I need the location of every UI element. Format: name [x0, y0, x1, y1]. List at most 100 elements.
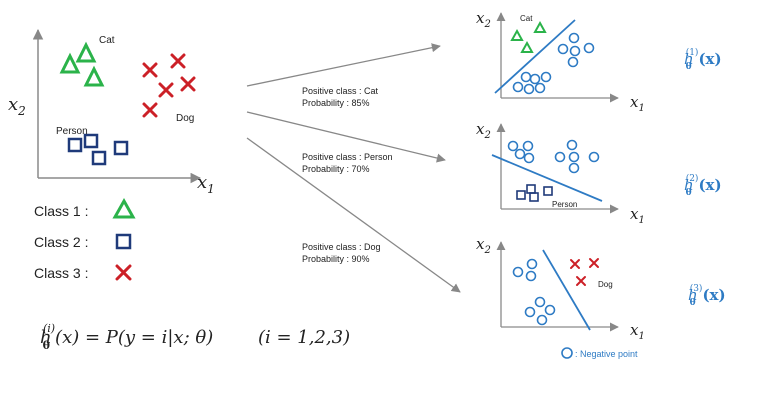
formula-range: (i = 1,2,3) [258, 327, 350, 348]
legend-class1-label: Class 1 : [34, 203, 88, 219]
main-dog-points [142, 53, 196, 118]
arrow-person-line2: Probability : 70% [302, 164, 370, 174]
panel1-hypothesis: hθ(1)(x) [684, 47, 722, 72]
formula-main: hθ(i)(x) = P(y = i|x; θ) [40, 322, 213, 352]
negative-circle-icon [514, 148, 526, 160]
negative-circle-icon [544, 304, 556, 316]
arrow-cat-line1: Positive class : Cat [302, 86, 379, 96]
negative-circle-icon [507, 140, 519, 152]
arrow-dog-line2: Probability : 90% [302, 254, 370, 264]
negative-circle-icon [522, 140, 534, 152]
dog-cross-icon [142, 102, 158, 118]
panel2-x-label: x1 [630, 205, 645, 226]
panel3-hypothesis: hθ(3)(x) [688, 283, 726, 308]
panel2-hypothesis: hθ(2)(x) [684, 173, 722, 198]
main-dog-label: Dog [176, 113, 194, 124]
negative-circle-icon [561, 347, 573, 359]
arrow-cat-line2: Probability : 85% [302, 98, 370, 108]
legend-triangle-icon [112, 197, 136, 219]
negative-circle-icon [525, 270, 537, 282]
panel3-class-label: Dog [598, 280, 613, 289]
panel1-y-label: x2 [476, 9, 491, 30]
cat-triangle-icon [59, 52, 81, 74]
cat-triangle-icon [510, 28, 524, 41]
negative-circle-icon [588, 151, 600, 163]
negative-circle-icon [583, 42, 595, 54]
panel2-y-label: x2 [476, 120, 491, 141]
cat-triangle-icon [75, 41, 97, 63]
negative-circle-icon [568, 162, 580, 174]
main-y-label: x2 [8, 94, 26, 118]
negative-circle-icon [568, 32, 580, 44]
main-person-label: Person [56, 126, 88, 137]
main-plot: x2 x1 Cat Dog Person [8, 28, 215, 196]
dog-cross-icon [570, 259, 580, 269]
panel-dog: x2 x1 Dog hθ(3)(x) [476, 235, 726, 342]
arrow-cat [246, 43, 441, 87]
panel3-boundary [542, 249, 591, 331]
negative-circle-icon [566, 139, 578, 151]
dog-cross-icon [180, 76, 196, 92]
arrow-person [246, 111, 446, 163]
negative-circle-icon [534, 296, 546, 308]
panel1-class-label: Cat [520, 14, 533, 23]
cat-triangle-icon [83, 65, 105, 87]
person-square-icon [91, 150, 107, 166]
person-square-icon [526, 184, 536, 194]
arrow-person-line1: Positive class : Person [302, 152, 393, 162]
legend: Class 1 : Class 2 : Class 3 : [34, 197, 136, 281]
negative-circle-icon [520, 71, 532, 83]
negative-circle-icon [523, 83, 535, 95]
person-square-icon [543, 186, 553, 196]
negative-circle-icon [524, 306, 536, 318]
legend-class2-label: Class 2 : [34, 234, 88, 250]
person-square-icon [516, 190, 526, 200]
dog-cross-icon [142, 62, 158, 78]
main-cat-label: Cat [99, 35, 115, 46]
negative-circle-icon [567, 56, 579, 68]
dog-cross-icon [158, 82, 174, 98]
panel-person: x2 x1 Person hθ(2)(x) [476, 120, 722, 226]
arrow-dog [246, 137, 461, 293]
negative-circle-icon [526, 258, 538, 270]
negative-circle-icon [554, 151, 566, 163]
negative-circle-icon [534, 82, 546, 94]
panel1-boundary [494, 19, 576, 94]
panel3-x-label: x1 [630, 321, 645, 342]
legend-square-icon [115, 233, 132, 250]
negative-note-label: : Negative point [575, 349, 638, 359]
person-square-icon [529, 192, 539, 202]
negative-circle-icon [512, 81, 524, 93]
negative-circle-icon [536, 314, 548, 326]
panel1-x-label: x1 [630, 93, 645, 114]
person-square-icon [113, 140, 129, 156]
dog-cross-icon [576, 276, 586, 286]
formula: hθ(i)(x) = P(y = i|x; θ) (i = 1,2,3) [40, 322, 350, 352]
negative-circle-icon [523, 152, 535, 164]
dog-cross-icon [589, 258, 599, 268]
negative-circle-icon [557, 43, 569, 55]
negative-circle-icon [512, 266, 524, 278]
person-square-icon [67, 137, 83, 153]
negative-note: : Negative point [561, 347, 638, 359]
panel3-y-label: x2 [476, 235, 491, 256]
panel2-class-label: Person [552, 200, 577, 209]
negative-circle-icon [529, 73, 541, 85]
main-person-points [67, 133, 129, 166]
panel-cat: x2 x1 Cat hθ(1)(x) [476, 9, 722, 114]
legend-cross-icon [115, 264, 132, 281]
cat-triangle-icon [520, 40, 534, 53]
person-square-icon [83, 133, 99, 149]
negative-circle-icon [540, 71, 552, 83]
negative-circle-icon [568, 151, 580, 163]
dog-cross-icon [170, 53, 186, 69]
negative-circle-icon [569, 45, 581, 57]
main-cat-points [59, 41, 105, 87]
arrows: Positive class : Cat Probability : 85% P… [246, 43, 461, 293]
cat-triangle-icon [533, 20, 547, 33]
legend-class3-label: Class 3 : [34, 265, 88, 281]
panel2-boundary [491, 154, 603, 202]
main-x-label: x1 [197, 172, 215, 196]
arrow-dog-line1: Positive class : Dog [302, 242, 381, 252]
